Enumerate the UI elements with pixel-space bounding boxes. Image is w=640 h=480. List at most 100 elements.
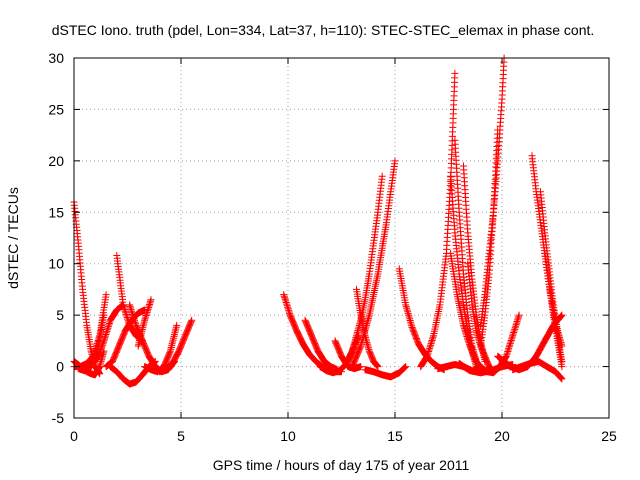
data-point (385, 221, 388, 224)
series-trace (353, 285, 382, 371)
data-point (467, 232, 469, 234)
series-trace (134, 296, 155, 350)
data-point (94, 374, 96, 376)
plot-frame (73, 57, 610, 419)
data-point (111, 360, 114, 363)
data-point (169, 350, 171, 352)
data-point (351, 365, 353, 368)
y-tick-label: 5 (56, 307, 64, 323)
data-point (334, 340, 336, 342)
data-point (480, 372, 482, 374)
y-tick-label: -5 (52, 410, 65, 426)
data-point (90, 362, 92, 365)
data-point (497, 129, 499, 131)
data-point (99, 365, 101, 368)
data-point (109, 365, 111, 368)
data-point (454, 232, 456, 234)
data-point (373, 242, 375, 244)
data-point (332, 372, 334, 374)
data-point (364, 335, 366, 337)
data-point (81, 288, 84, 291)
data-point (499, 365, 501, 368)
data-point (315, 360, 317, 363)
data-point (554, 371, 557, 373)
data-point (529, 362, 531, 365)
data-point (439, 304, 441, 306)
data-point (364, 369, 366, 371)
data-point (484, 293, 486, 296)
y-tick-label: 0 (56, 359, 64, 375)
data-point (135, 381, 137, 383)
data-point (437, 368, 439, 370)
data-point (458, 362, 460, 365)
x-tick-label: 20 (494, 428, 510, 444)
data-point (373, 293, 375, 296)
data-point (77, 368, 79, 370)
plus-markers (541, 249, 566, 371)
data-point (137, 345, 139, 347)
series-trace (537, 188, 566, 365)
plus-markers (417, 69, 459, 371)
data-point (552, 314, 554, 316)
data-point (548, 268, 550, 270)
x-tick-label: 15 (387, 428, 403, 444)
data-point (390, 191, 392, 193)
data-point (368, 350, 370, 352)
data-point (141, 374, 144, 376)
data-point (390, 376, 392, 378)
data-point (308, 353, 310, 355)
data-point (289, 314, 291, 316)
series-trace (541, 249, 566, 371)
data-point (103, 314, 105, 316)
data-point (475, 329, 477, 332)
data-point (557, 340, 559, 342)
data-point (454, 72, 456, 75)
data-point (445, 252, 447, 255)
data-point (520, 365, 522, 368)
data-point (458, 273, 460, 275)
plus-markers (361, 363, 410, 381)
data-point (364, 299, 366, 301)
data-point (184, 335, 186, 337)
data-point (512, 369, 514, 371)
data-point (475, 314, 477, 316)
data-point (105, 293, 107, 296)
data-point (105, 365, 107, 368)
data-point (86, 362, 88, 365)
data-point (420, 365, 422, 368)
series-trace (417, 69, 459, 371)
data-point (325, 370, 328, 372)
data-point (501, 98, 503, 100)
data-point (484, 355, 486, 357)
data-point (159, 371, 161, 373)
data-point (347, 365, 349, 368)
data-point (154, 365, 156, 368)
data-point (90, 373, 92, 375)
data-point (552, 324, 554, 327)
data-point (109, 319, 111, 321)
y-tick-label: 30 (48, 50, 64, 66)
data-point (368, 314, 370, 316)
data-point (501, 360, 503, 363)
series-trace (156, 316, 196, 376)
data-point (135, 335, 137, 337)
data-point (548, 283, 550, 285)
data-point (122, 378, 124, 380)
data-point (137, 312, 139, 314)
data-point (492, 372, 495, 374)
data-point (129, 304, 131, 306)
series-trace (361, 363, 410, 381)
data-point (191, 319, 193, 321)
data-point (148, 355, 150, 357)
y-tick-label: 25 (48, 101, 64, 117)
data-point (417, 343, 420, 345)
data-point (458, 211, 460, 213)
y-axis-label: dSTEC / TECUs (5, 187, 21, 289)
data-point (480, 324, 482, 327)
data-point (456, 293, 458, 296)
data-point (561, 314, 563, 316)
data-point (531, 155, 533, 157)
data-point (381, 247, 383, 249)
series-trace (464, 260, 497, 375)
